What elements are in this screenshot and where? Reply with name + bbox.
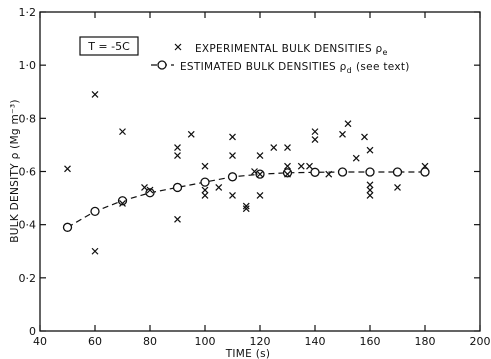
- experimental-point: [270, 144, 278, 151]
- estimated-point: [200, 177, 210, 187]
- experimental-point: [174, 152, 181, 159]
- experimental-point: [64, 165, 71, 173]
- legend-label-estimated: ESTIMATED BULK DENSITIES ρd (see text): [180, 61, 410, 75]
- estimated-point: [420, 167, 430, 177]
- estimated-point: [145, 188, 155, 198]
- experimental-point: [394, 184, 401, 191]
- experimental-point: [256, 152, 264, 159]
- experimental-point: [325, 170, 333, 178]
- experimental-point: [344, 120, 352, 128]
- x-tick-label: 40: [33, 335, 47, 348]
- experimental-point: [361, 133, 368, 141]
- plot-frame: [39, 11, 481, 332]
- experimental-point: [339, 130, 346, 138]
- y-tick-label: 1·2: [19, 6, 37, 19]
- experimental-point: [284, 144, 291, 151]
- legend: EXPERIMENTAL BULK DENSITIES ρe ESTIMATED…: [151, 43, 410, 75]
- x-tick-label: 200: [470, 335, 491, 348]
- experimental-point: [251, 168, 258, 175]
- experimental-point: [297, 162, 305, 170]
- experimental-point: [187, 130, 195, 138]
- temperature-annotation: T = -5C: [79, 36, 139, 56]
- x-tick-label: 160: [360, 335, 381, 348]
- estimated-point: [392, 167, 403, 177]
- estimated-point: [337, 167, 348, 177]
- y-tick-label: 0·2: [19, 272, 37, 285]
- experimental-point: [284, 170, 291, 178]
- experimental-point: [215, 184, 223, 191]
- experimental-point: [119, 199, 126, 207]
- estimated-point: [90, 206, 100, 217]
- y-axis-title: BULK DENSITY ρ (Mg m⁻³): [9, 99, 21, 243]
- axis-tick-labels: 40 60 80 100 120 140 160 180 200 0 0·2 0·4 0·6 0·8 1·0…: [19, 6, 491, 348]
- estimated-point: [282, 168, 293, 178]
- experimental-point: [201, 192, 209, 199]
- experimental-point: [366, 186, 374, 194]
- experimental-point: [229, 152, 236, 159]
- experimental-point: [91, 90, 99, 98]
- experimental-point: [242, 205, 250, 213]
- experimental-point: [146, 186, 154, 194]
- y-tick-label: 0·4: [19, 219, 37, 232]
- y-tick-label: 0: [29, 325, 36, 338]
- estimated-point: [62, 222, 73, 232]
- x-tick-label: 120: [250, 335, 271, 348]
- estimated-point: [365, 167, 375, 177]
- estimated-point: [310, 167, 320, 177]
- estimated-points: [62, 167, 430, 232]
- experimental-point: [311, 136, 319, 144]
- experimental-point: [366, 146, 374, 154]
- legend-circle-marker: [157, 60, 167, 70]
- estimated-point: [172, 182, 183, 193]
- x-tick-label: 60: [88, 335, 102, 348]
- experimental-point: [201, 186, 209, 194]
- experimental-point: [306, 162, 313, 170]
- experimental-point: [141, 184, 148, 191]
- estimated-point: [117, 196, 128, 206]
- y-tick-label: 0·6: [19, 166, 37, 179]
- experimental-point: [256, 170, 264, 178]
- legend-cross-marker: [174, 43, 182, 51]
- experimental-point: [284, 162, 291, 170]
- experimental-point: [174, 215, 181, 223]
- experimental-point: [352, 154, 360, 162]
- x-tick-label: 140: [305, 335, 326, 348]
- y-tick-label: 0·8: [19, 112, 37, 125]
- legend-label-experimental: EXPERIMENTAL BULK DENSITIES ρe: [195, 43, 388, 57]
- experimental-point: [174, 144, 181, 151]
- frame: [39, 11, 481, 332]
- experimental-point: [366, 192, 374, 199]
- legend-item-estimated: ESTIMATED BULK DENSITIES ρd (see text): [151, 60, 410, 75]
- experimental-points: [64, 90, 429, 255]
- experimental-point: [229, 192, 236, 199]
- y-tick-label: 1·0: [19, 59, 37, 72]
- x-tick-label: 100: [195, 335, 216, 348]
- legend-item-experimental: EXPERIMENTAL BULK DENSITIES ρe: [174, 43, 388, 57]
- x-axis-title: TIME (s): [225, 348, 271, 359]
- x-tick-label: 180: [415, 335, 436, 348]
- experimental-point: [119, 128, 126, 136]
- temperature-box: [79, 36, 139, 56]
- experimental-point: [366, 181, 374, 189]
- experimental-point: [242, 202, 250, 210]
- experimental-point: [256, 192, 264, 199]
- experimental-point: [229, 133, 236, 141]
- experimental-point: [421, 162, 429, 170]
- experimental-point: [201, 162, 209, 170]
- experimental-point: [91, 247, 99, 255]
- estimated-point: [227, 172, 238, 182]
- x-tick-label: 80: [143, 335, 157, 348]
- temperature-label: T = -5C: [87, 40, 130, 53]
- experimental-point: [311, 128, 319, 136]
